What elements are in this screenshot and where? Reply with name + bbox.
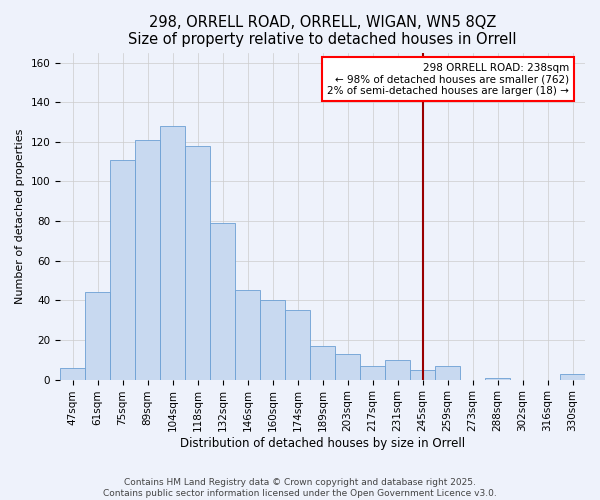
Bar xyxy=(435,366,460,380)
Bar xyxy=(60,368,85,380)
Bar xyxy=(260,300,285,380)
Y-axis label: Number of detached properties: Number of detached properties xyxy=(15,128,25,304)
Bar xyxy=(360,366,385,380)
Bar xyxy=(335,354,360,380)
Text: Contains HM Land Registry data © Crown copyright and database right 2025.
Contai: Contains HM Land Registry data © Crown c… xyxy=(103,478,497,498)
X-axis label: Distribution of detached houses by size in Orrell: Distribution of detached houses by size … xyxy=(180,437,465,450)
Bar xyxy=(210,223,235,380)
Bar xyxy=(410,370,435,380)
Bar xyxy=(85,292,110,380)
Bar xyxy=(385,360,410,380)
Title: 298, ORRELL ROAD, ORRELL, WIGAN, WN5 8QZ
Size of property relative to detached h: 298, ORRELL ROAD, ORRELL, WIGAN, WN5 8QZ… xyxy=(128,15,517,48)
Bar xyxy=(135,140,160,380)
Bar xyxy=(160,126,185,380)
Bar xyxy=(235,290,260,380)
Bar xyxy=(485,378,510,380)
Bar xyxy=(560,374,585,380)
Bar xyxy=(285,310,310,380)
Text: 298 ORRELL ROAD: 238sqm
← 98% of detached houses are smaller (762)
2% of semi-de: 298 ORRELL ROAD: 238sqm ← 98% of detache… xyxy=(328,62,569,96)
Bar xyxy=(110,160,135,380)
Bar xyxy=(185,146,210,380)
Bar xyxy=(310,346,335,380)
